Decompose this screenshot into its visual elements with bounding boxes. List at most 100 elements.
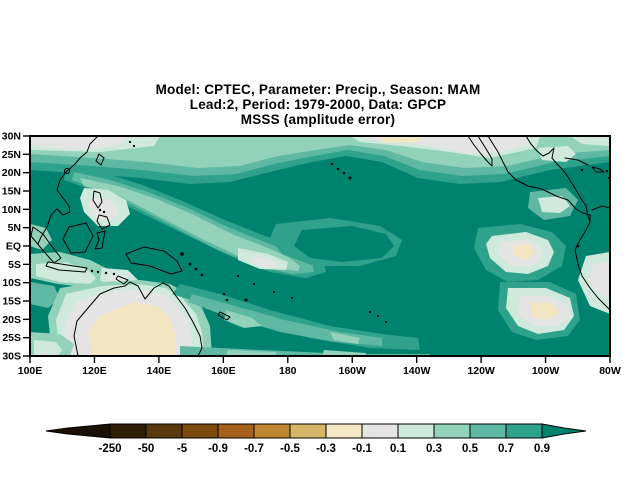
lat-tick-label: 5S xyxy=(8,259,21,271)
coastline-timor xyxy=(115,275,129,285)
contour-west-swath-3 xyxy=(80,178,300,271)
coastline-baja-outer xyxy=(467,136,493,167)
contour-coastal-gray xyxy=(588,262,610,300)
coastline-new-caledonia xyxy=(217,311,231,321)
colorbar-level-label: -0.3 xyxy=(316,443,336,455)
colorbar-level-label: -0.5 xyxy=(280,443,300,455)
latitude-axis: 30N 25N 20N 15N 10N 5N EQ 5S 10S 15S 20S 25S 30S xyxy=(2,131,30,363)
colorbar-level-label: -5 xyxy=(177,443,188,455)
lon-tick-label: 180 xyxy=(279,365,297,377)
contour-spcz-core-2 xyxy=(330,332,360,344)
coastline-venezuela xyxy=(591,205,610,211)
colorbar-level-label: -0.7 xyxy=(244,443,264,455)
colorbar-level-label: 0.5 xyxy=(462,443,479,455)
lon-tick-label: 160E xyxy=(211,365,236,377)
contour-spcz-core-1 xyxy=(224,310,262,328)
contour-equator-dark-core xyxy=(294,226,394,262)
colorbar-segment xyxy=(145,423,183,439)
contour-gray-nw-corner xyxy=(30,136,126,150)
coastline-asia xyxy=(37,136,99,245)
coastline-new-guinea xyxy=(125,246,183,275)
colorbar-level-label: -0.9 xyxy=(208,443,228,455)
colorbar-segment xyxy=(505,423,543,439)
title-line-3: MSSS (amplitude error) xyxy=(241,112,395,127)
colorbar-segment xyxy=(397,423,435,439)
title-line-1: Model: CPTEC, Parameter: Precip., Season… xyxy=(156,82,481,97)
colorbar-level-label: -250 xyxy=(98,443,121,455)
contour-sw-corner-core xyxy=(34,340,62,356)
lat-tick-label: 20S xyxy=(2,314,21,326)
coastline-cuba xyxy=(564,157,589,166)
lat-tick-label: 10S xyxy=(2,277,21,289)
map-panel xyxy=(29,135,611,357)
lon-tick-label: 140E xyxy=(147,365,172,377)
lat-tick-label: 15S xyxy=(2,296,21,308)
lon-tick-label: 80W xyxy=(599,365,621,377)
lat-tick-label: 25N xyxy=(2,149,21,161)
lon-tick-label: 140W xyxy=(403,365,431,377)
contour-sepac-cream-b xyxy=(530,302,560,320)
coastline-hispaniola xyxy=(591,166,605,173)
colorbar: -250 -50 -5 -0.9 -0.7 -0.5 -0.3 -0.1 0.1 0.3 0.5 0.… xyxy=(45,423,587,455)
coastline-hainan xyxy=(64,168,70,174)
coastline-australia xyxy=(73,281,203,356)
coastline-america-pacific xyxy=(487,136,610,311)
contour-sepac-cream-a xyxy=(512,244,536,260)
lat-tick-label: 20N xyxy=(2,167,21,179)
colorbar-arrow-left xyxy=(45,423,111,439)
colorbar-level-label: 0.9 xyxy=(534,443,550,455)
colorbar-segment xyxy=(109,423,147,439)
colorbar-segment xyxy=(325,423,363,439)
lon-tick-label: 100W xyxy=(532,365,560,377)
coastlines xyxy=(30,136,610,356)
colorbar-segment xyxy=(253,423,291,439)
lon-tick-label: 160W xyxy=(339,365,367,377)
contour-cream-ne-core xyxy=(378,136,422,143)
lat-tick-label: 15N xyxy=(2,186,21,198)
coastline-mindanao xyxy=(96,214,111,230)
coastline-borneo xyxy=(62,222,94,254)
contour-spcz-1 xyxy=(172,284,420,350)
contour-mint-ne-corner xyxy=(570,136,610,146)
coastline-java xyxy=(45,261,88,273)
contour-dateline-gray xyxy=(250,256,278,267)
title-line-2: Lead:2, Period: 1979-2000, Data: GPCP xyxy=(190,97,447,112)
colorbar-arrow-right xyxy=(541,423,587,439)
contour-mexico-mint xyxy=(538,196,570,213)
colorbar-segment xyxy=(181,423,219,439)
lon-tick-label: 120E xyxy=(82,365,107,377)
colorbar-segment xyxy=(361,423,399,439)
plot-title: Model: CPTEC, Parameter: Precip., Season… xyxy=(156,82,481,127)
lat-tick-label: 30N xyxy=(2,131,21,143)
coastline-taiwan xyxy=(95,153,105,166)
colorbar-level-label: 0.7 xyxy=(498,443,514,455)
colorbar-segment xyxy=(469,423,507,439)
colorbar-segment xyxy=(217,423,255,439)
coastline-sumatra xyxy=(30,226,62,264)
coastline-baja-inner xyxy=(477,136,493,167)
filled-contour-field xyxy=(30,136,610,356)
colorbar-level-label: 0.1 xyxy=(390,443,407,455)
lat-tick-label: 25S xyxy=(2,332,21,344)
lat-tick-label: 5N xyxy=(8,222,21,234)
contour-west-indian-patch xyxy=(30,282,60,308)
lat-tick-label: 10N xyxy=(2,204,21,216)
longitude-axis: 100E 120E 140E 160E 180 160W 140W 120W 100W 80W xyxy=(18,356,621,377)
contour-australia-cream-core xyxy=(88,302,176,356)
colorbar-segment xyxy=(433,423,471,439)
colorbar-level-label: -50 xyxy=(138,443,155,455)
lon-tick-label: 100E xyxy=(18,365,43,377)
coastline-gulf-caribbean xyxy=(525,136,591,223)
contour-south-edge-core-1 xyxy=(226,350,276,356)
contour-south-edge-core-2 xyxy=(322,350,366,356)
coastline-sulawesi xyxy=(94,230,106,250)
lon-tick-label: 120W xyxy=(467,365,495,377)
colorbar-segment xyxy=(289,423,327,439)
colorbar-level-label: 0.3 xyxy=(426,443,442,455)
lat-tick-label: EQ xyxy=(6,241,21,253)
coastline-luzon xyxy=(92,190,103,209)
colorbar-level-label: -0.1 xyxy=(352,443,372,455)
lat-tick-label: 30S xyxy=(2,351,21,363)
